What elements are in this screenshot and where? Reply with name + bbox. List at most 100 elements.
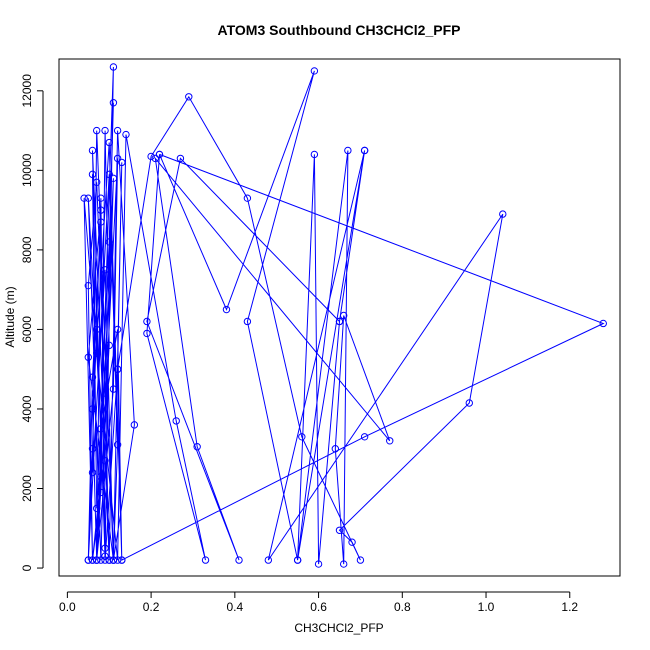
data-point bbox=[84, 353, 93, 361]
y-tick-label: 12000 bbox=[20, 74, 34, 108]
data-point bbox=[339, 311, 348, 320]
data-point bbox=[314, 560, 323, 568]
data-point bbox=[143, 329, 151, 338]
data-point bbox=[92, 178, 101, 186]
data-point bbox=[147, 152, 155, 161]
y-tick-label: 4000 bbox=[20, 395, 34, 422]
data-point bbox=[105, 138, 113, 147]
y-tick-label: 0 bbox=[20, 564, 34, 571]
data-point bbox=[92, 349, 101, 357]
data-point bbox=[97, 556, 105, 564]
data-point bbox=[109, 63, 118, 71]
data-point bbox=[243, 194, 252, 202]
data-point bbox=[92, 504, 101, 513]
y-axis-label: Altitude (m) bbox=[3, 286, 17, 347]
data-point bbox=[101, 552, 109, 560]
data-point bbox=[97, 194, 105, 202]
data-point bbox=[356, 556, 365, 564]
data-point bbox=[243, 317, 252, 326]
data-point bbox=[176, 154, 185, 163]
data-point bbox=[113, 441, 122, 449]
data-point bbox=[185, 93, 193, 101]
data-point bbox=[113, 126, 122, 135]
data-point bbox=[88, 170, 97, 179]
x-tick-label: 0.0 bbox=[59, 600, 76, 614]
data-point bbox=[101, 389, 109, 397]
data-point bbox=[113, 325, 122, 334]
data-point bbox=[92, 556, 101, 564]
data-point bbox=[105, 341, 113, 350]
x-tick-label: 0.2 bbox=[143, 600, 160, 614]
data-point bbox=[80, 194, 88, 202]
data-point bbox=[122, 130, 130, 139]
data-point bbox=[335, 317, 344, 326]
data-point bbox=[143, 317, 151, 326]
x-tick-label: 0.6 bbox=[310, 600, 327, 614]
data-point bbox=[155, 150, 164, 159]
data-point bbox=[97, 425, 105, 433]
data-point bbox=[84, 556, 93, 564]
data-point bbox=[360, 146, 369, 155]
series-layer bbox=[80, 63, 607, 568]
x-tick-label: 1.0 bbox=[478, 600, 495, 614]
chart-title: ATOM3 Southbound CH3CHCl2_PFP bbox=[218, 22, 461, 38]
plot-frame bbox=[58, 58, 621, 577]
data-point bbox=[113, 365, 122, 373]
data-point bbox=[360, 433, 369, 441]
data-point bbox=[335, 526, 344, 534]
data-point bbox=[105, 238, 113, 246]
data-point bbox=[109, 385, 118, 393]
data-point bbox=[92, 325, 101, 334]
y-tick-label: 2000 bbox=[20, 475, 34, 502]
data-point bbox=[344, 146, 352, 155]
data-point bbox=[101, 266, 109, 274]
data-point bbox=[310, 150, 319, 159]
data-point bbox=[105, 170, 113, 179]
y-tick-label: 10000 bbox=[20, 153, 34, 187]
data-point bbox=[222, 305, 231, 314]
data-point bbox=[97, 472, 105, 481]
data-point bbox=[201, 556, 210, 564]
data-point bbox=[101, 544, 109, 552]
data-point bbox=[84, 194, 93, 202]
data-point bbox=[101, 126, 109, 135]
data-point bbox=[88, 556, 97, 564]
data-point bbox=[88, 405, 97, 413]
y-tick-label: 8000 bbox=[20, 236, 34, 263]
data-point bbox=[88, 146, 97, 155]
data-point bbox=[97, 206, 105, 214]
x-tick-label: 0.4 bbox=[226, 600, 243, 614]
data-point bbox=[88, 445, 97, 453]
data-point bbox=[113, 154, 122, 163]
data-point bbox=[264, 556, 273, 564]
data-point bbox=[118, 556, 126, 564]
y-tick-label: 6000 bbox=[20, 316, 34, 343]
data-point bbox=[118, 158, 126, 167]
data-point bbox=[293, 556, 302, 564]
data-point bbox=[465, 399, 473, 407]
data-point bbox=[599, 319, 607, 328]
data-point bbox=[331, 445, 340, 453]
data-point bbox=[348, 538, 356, 546]
data-point bbox=[88, 468, 97, 477]
data-point bbox=[101, 456, 109, 465]
data-point bbox=[310, 67, 319, 75]
data-point bbox=[298, 433, 306, 441]
x-tick-label: 0.8 bbox=[394, 600, 411, 614]
data-point bbox=[92, 126, 101, 135]
data-point bbox=[386, 437, 394, 445]
data-point bbox=[235, 556, 243, 564]
data-point bbox=[109, 174, 118, 183]
data-point bbox=[113, 556, 122, 564]
data-point bbox=[101, 556, 109, 564]
x-axis-label: CH3CHCl2_PFP bbox=[294, 621, 383, 635]
data-point bbox=[499, 210, 507, 218]
data-point bbox=[88, 373, 97, 381]
data-point bbox=[339, 560, 348, 568]
data-point bbox=[109, 556, 118, 564]
x-tick-label: 1.2 bbox=[561, 600, 578, 614]
data-point bbox=[193, 443, 201, 451]
data-point bbox=[109, 99, 118, 107]
y-axis: 0 2000 4000 6000 8000 10000 12000 bbox=[20, 74, 44, 571]
